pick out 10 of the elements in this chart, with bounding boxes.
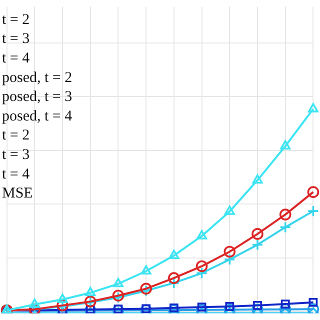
annotation: t = 2: [2, 128, 30, 144]
text: posed, t = 2: [2, 70, 72, 86]
text: posed, t = 3: [2, 89, 72, 106]
annotation: t = 4: [2, 166, 30, 182]
annotation: MSE: [2, 186, 33, 202]
annotation: posed, t = 4: [2, 108, 73, 124]
text: t = 2: [2, 12, 30, 28]
text: t = 4: [2, 50, 30, 67]
text: t = 3: [2, 31, 30, 48]
annotation: t = 3: [2, 147, 30, 164]
